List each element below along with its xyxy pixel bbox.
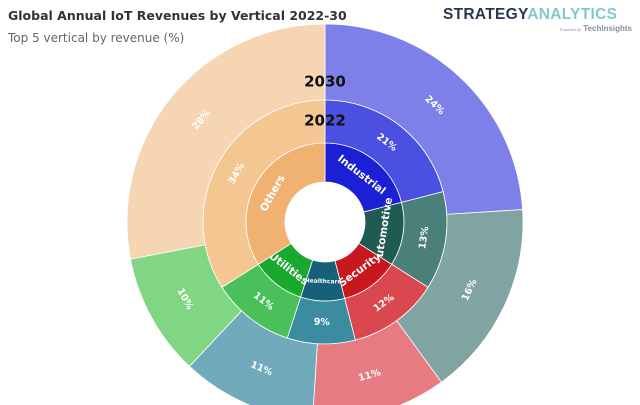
chart-title: Global Annual IoT Revenues by Vertical 2… bbox=[8, 8, 347, 23]
strategy-analytics-logo: STRATEGYANALYTICS bbox=[443, 6, 618, 23]
ring-label-2022: 2022 bbox=[304, 112, 346, 130]
value-label-automotive-2022: 13% bbox=[417, 225, 431, 250]
segment-industrial-2030[interactable] bbox=[324, 23, 524, 215]
powered-by: Powered by TechInsights bbox=[559, 24, 632, 33]
segment-others-2030[interactable] bbox=[126, 23, 326, 260]
segment-security-2030[interactable] bbox=[313, 320, 442, 405]
value-label-healthcare-2022: 9% bbox=[314, 317, 331, 329]
chart-subtitle: Top 5 vertical by revenue (%) bbox=[8, 31, 185, 45]
category-label-healthcare: Healthcare bbox=[305, 277, 342, 285]
ring-label-2030: 2030 bbox=[304, 73, 346, 91]
